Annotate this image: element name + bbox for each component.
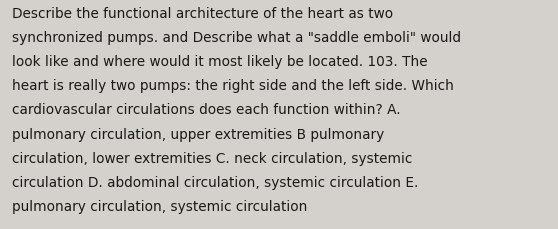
Text: circulation D. abdominal circulation, systemic circulation E.: circulation D. abdominal circulation, sy… xyxy=(12,175,418,189)
Text: circulation, lower extremities C. neck circulation, systemic: circulation, lower extremities C. neck c… xyxy=(12,151,413,165)
Text: pulmonary circulation, systemic circulation: pulmonary circulation, systemic circulat… xyxy=(12,199,307,213)
Text: pulmonary circulation, upper extremities B pulmonary: pulmonary circulation, upper extremities… xyxy=(12,127,384,141)
Text: heart is really two pumps: the right side and the left side. Which: heart is really two pumps: the right sid… xyxy=(12,79,454,93)
Text: look like and where would it most likely be located. 103. The: look like and where would it most likely… xyxy=(12,55,428,69)
Text: cardiovascular circulations does each function within? A.: cardiovascular circulations does each fu… xyxy=(12,103,401,117)
Text: Describe the functional architecture of the heart as two: Describe the functional architecture of … xyxy=(12,7,393,21)
Text: synchronized pumps. and Describe what a "saddle emboli" would: synchronized pumps. and Describe what a … xyxy=(12,31,461,45)
